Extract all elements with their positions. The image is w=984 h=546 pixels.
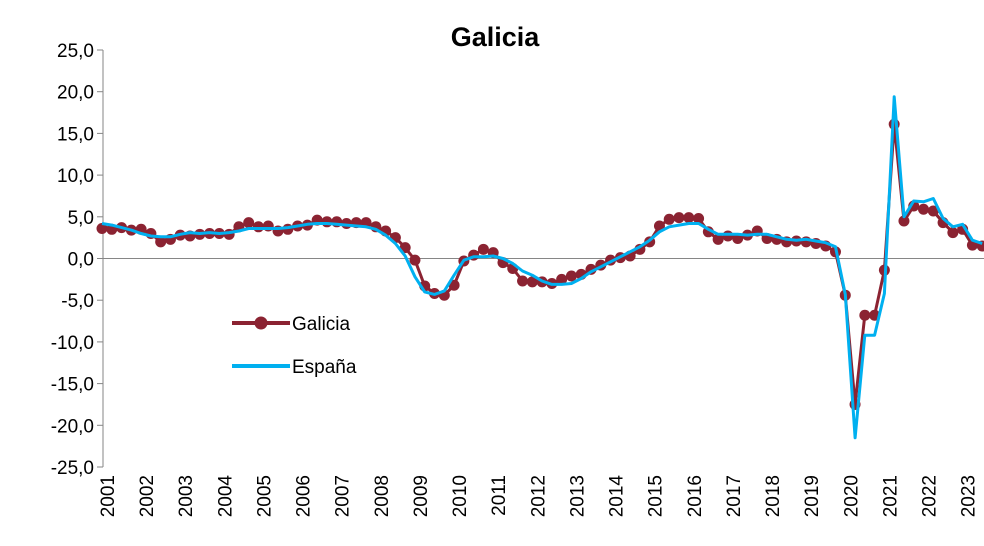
y-tick-label: 5,0 [68,208,94,229]
legend-marker [254,316,268,330]
point [947,227,959,239]
point [712,233,724,245]
point [663,213,675,225]
point [693,212,705,224]
point [526,276,538,288]
chart-title: Galicia [451,22,541,52]
x-tick-label: 2014 [607,475,628,518]
x-tick-label: 2013 [567,475,588,517]
y-tick-label: 15,0 [57,124,94,145]
point [565,270,577,282]
x-tick-label: 2012 [528,475,549,517]
point [927,205,939,217]
x-tick-label: 2006 [294,475,315,517]
point [859,309,871,321]
x-tick-label: 2007 [333,475,354,517]
x-tick-label: 2016 [685,475,706,517]
point [252,221,264,233]
x-tick-label: 2015 [646,475,667,517]
point [673,212,685,224]
x-tick-label: 2005 [254,475,275,517]
y-tick-label: 20,0 [57,83,94,104]
point [683,212,695,224]
point [321,216,333,228]
x-tick-label: 2009 [411,475,432,517]
point [243,217,255,229]
x-tick-label: 2023 [959,475,980,517]
point [96,222,108,234]
x-tick-label: 2021 [880,475,901,517]
x-tick-label: 2017 [724,475,745,517]
y-tick-label: -5,0 [61,291,94,312]
point [409,254,421,266]
x-tick-label: 2004 [215,475,236,518]
y-tick-label: 25,0 [57,41,94,62]
legend-label: Galicia [292,314,351,335]
legend-label: España [292,357,357,378]
point [477,243,489,255]
x-tick-label: 2002 [137,475,158,517]
point [722,230,734,242]
y-tick-label: -15,0 [51,375,94,396]
x-tick-label: 2020 [841,475,862,517]
x-tick-label: 2022 [920,475,941,517]
y-tick-label: 0,0 [68,250,94,271]
x-tick-label: 2011 [489,475,510,516]
y-tick-label: -25,0 [51,458,94,479]
x-tick-label: 2001 [98,475,119,517]
x-tick-label: 2019 [802,475,823,517]
x-tick-label: 2008 [372,475,393,517]
point [155,236,167,248]
y-tick-label: -10,0 [51,333,94,354]
point [898,215,910,227]
point [918,203,930,215]
series-line [101,95,983,440]
point [517,275,529,287]
y-tick-label: 10,0 [57,166,94,187]
x-tick-label: 2018 [763,475,784,517]
y-tick-label: -20,0 [51,416,94,437]
point [556,273,568,285]
x-tick-label: 2003 [176,475,197,517]
x-tick-label: 2010 [450,475,471,517]
